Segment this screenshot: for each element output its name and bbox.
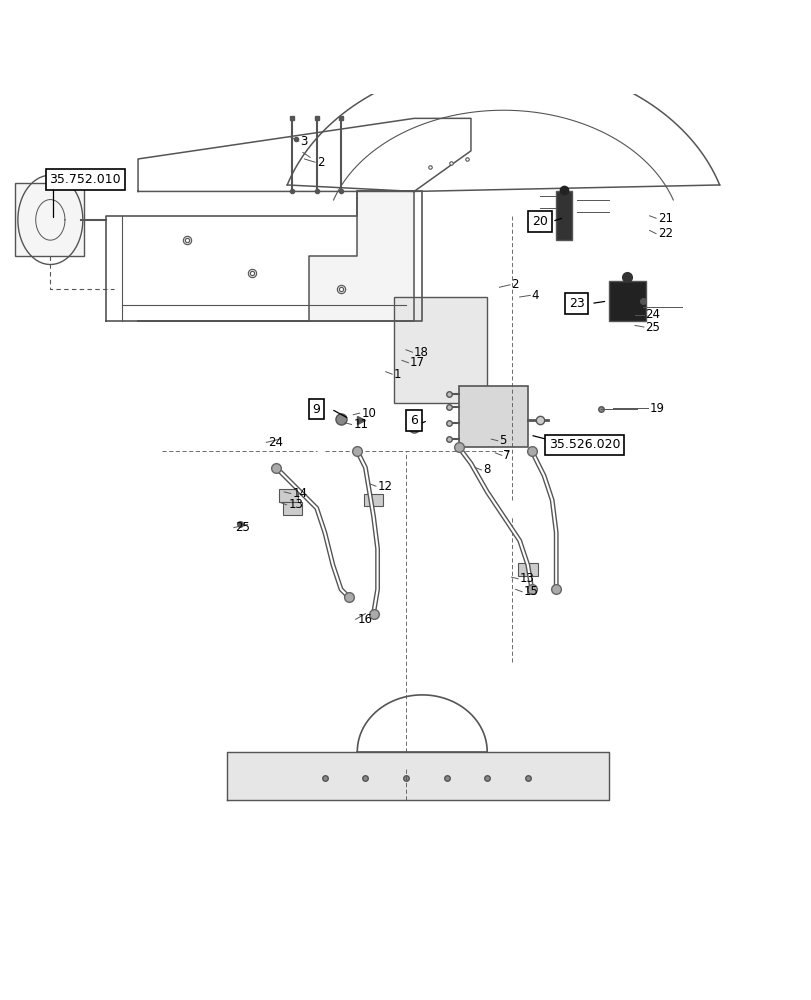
Text: 13: 13 [519, 572, 534, 585]
Text: 1: 1 [393, 368, 401, 381]
Text: 15: 15 [523, 585, 538, 598]
FancyBboxPatch shape [517, 563, 537, 576]
Polygon shape [227, 752, 608, 800]
Text: 5: 5 [499, 434, 506, 447]
Text: 7: 7 [503, 449, 510, 462]
Polygon shape [138, 191, 414, 321]
FancyBboxPatch shape [458, 386, 527, 447]
Text: 35.752.010: 35.752.010 [49, 173, 121, 186]
Text: 24: 24 [645, 308, 659, 321]
FancyBboxPatch shape [556, 191, 572, 240]
Text: 11: 11 [353, 418, 367, 431]
Text: 13: 13 [288, 498, 303, 511]
Text: 16: 16 [357, 613, 371, 626]
Text: 2: 2 [511, 278, 518, 291]
Text: 25: 25 [235, 521, 250, 534]
Text: 35.526.020: 35.526.020 [548, 438, 620, 451]
Text: 21: 21 [657, 212, 672, 225]
Text: 20: 20 [531, 215, 547, 228]
FancyBboxPatch shape [363, 494, 383, 506]
Text: 2: 2 [316, 156, 324, 169]
Text: 4: 4 [531, 289, 539, 302]
Text: 14: 14 [292, 487, 307, 500]
FancyBboxPatch shape [278, 489, 298, 502]
Text: 6: 6 [410, 414, 418, 427]
Text: 17: 17 [410, 356, 424, 369]
FancyBboxPatch shape [282, 502, 302, 515]
Polygon shape [393, 297, 487, 403]
Text: 8: 8 [483, 463, 490, 476]
Text: 24: 24 [268, 436, 282, 449]
Text: 18: 18 [414, 346, 428, 359]
Text: 23: 23 [568, 297, 584, 310]
Text: 3: 3 [300, 135, 307, 148]
Text: 22: 22 [657, 227, 672, 240]
Text: 19: 19 [649, 402, 663, 415]
Text: 25: 25 [645, 321, 659, 334]
FancyBboxPatch shape [15, 183, 84, 256]
FancyBboxPatch shape [608, 281, 645, 321]
Text: 10: 10 [361, 407, 375, 420]
Text: 9: 9 [312, 403, 320, 416]
Text: 12: 12 [377, 480, 392, 493]
